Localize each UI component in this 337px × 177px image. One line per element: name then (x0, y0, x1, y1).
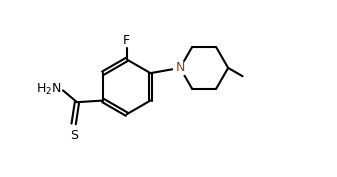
Text: H$_2$N: H$_2$N (36, 82, 61, 97)
Text: N: N (175, 61, 185, 74)
Text: S: S (70, 129, 78, 142)
Text: F: F (123, 34, 130, 47)
